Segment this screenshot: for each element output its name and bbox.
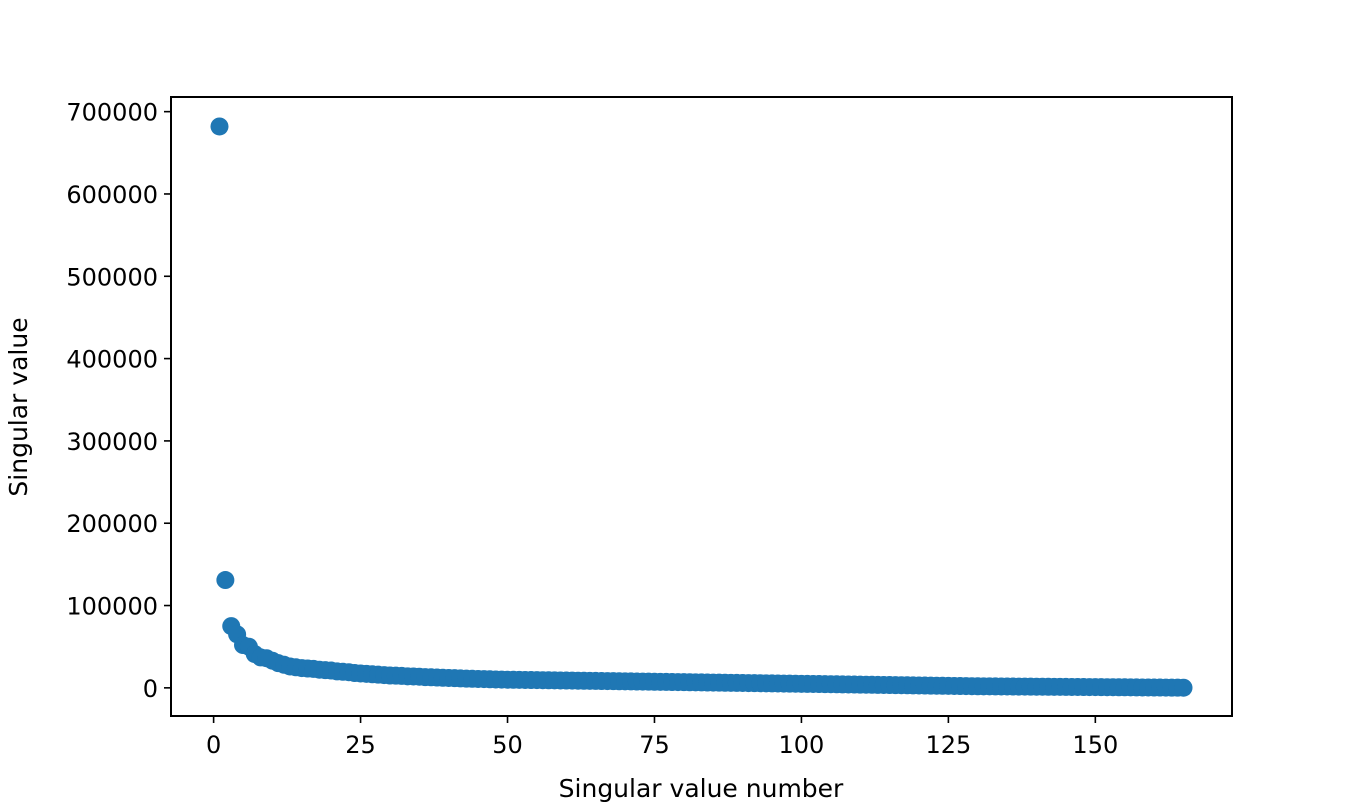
y-tick-label: 100000: [66, 593, 158, 621]
x-tick-label: 100: [779, 731, 825, 759]
x-axis-ticks: 0 25 50 75 100 125 150: [206, 716, 1118, 759]
y-tick-label: 0: [143, 675, 158, 703]
y-tick-label: 300000: [66, 428, 158, 456]
data-point: [1174, 678, 1193, 697]
y-tick-label: 200000: [66, 510, 158, 538]
y-tick-label: 400000: [66, 346, 158, 374]
x-tick-label: 25: [345, 731, 376, 759]
y-tick-label: 600000: [66, 181, 158, 209]
x-tick-label: 125: [925, 731, 971, 759]
data-point: [210, 117, 229, 136]
x-tick-label: 150: [1072, 731, 1118, 759]
y-axis-ticks: 0 100000 200000 300000 400000 500000 600000 700…: [66, 99, 171, 703]
y-tick-label: 500000: [66, 263, 158, 291]
x-tick-label: 50: [492, 731, 523, 759]
y-axis-label: Singular value: [4, 317, 33, 496]
plot-frame: [170, 96, 1233, 717]
x-axis-label: Singular value number: [559, 774, 844, 803]
x-tick-label: 75: [639, 731, 670, 759]
x-tick-label: 0: [206, 731, 221, 759]
y-tick-label: 700000: [66, 99, 158, 127]
data-points: [210, 117, 1193, 697]
data-point: [216, 571, 235, 590]
